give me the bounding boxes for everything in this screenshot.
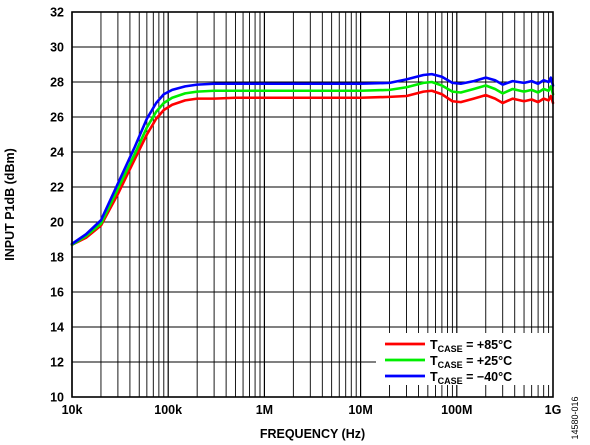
series-layer (70, 72, 555, 247)
y-tick-label: 24 (50, 146, 64, 160)
y-tick-label: 26 (50, 111, 64, 125)
y-tick-label: 22 (50, 181, 64, 195)
figure-id: 14580-016 (570, 396, 580, 439)
x-tick-label: 10M (348, 403, 372, 417)
y-tick-label: 14 (50, 321, 64, 335)
y-tick-label: 20 (50, 216, 64, 230)
y-tick-label: 32 (50, 6, 64, 20)
x-axis-title: FREQUENCY (Hz) (260, 427, 365, 441)
x-tick-label: 100k (154, 403, 182, 417)
x-tick-label: 100M (441, 403, 472, 417)
y-tick-label: 10 (50, 391, 64, 405)
y-axis-title: INPUT P1dB (dBm) (3, 148, 17, 261)
y-tick-label: 30 (50, 41, 64, 55)
series-line-0 (70, 89, 555, 247)
series-line-1 (70, 80, 555, 247)
legend-label-0: TCASE = +85°C (430, 338, 512, 354)
x-tick-label: 10k (62, 403, 83, 417)
y-tick-label: 28 (50, 76, 64, 90)
x-tick-label: 1G (545, 403, 562, 417)
x-tick-labels: 10k 100k 1M 10M 100M 1G (62, 403, 562, 417)
series-line-2 (70, 72, 555, 246)
y-tick-label: 18 (50, 251, 64, 265)
legend-label-2: TCASE = −40°C (430, 370, 512, 386)
y-tick-label: 12 (50, 356, 64, 370)
plot-frame (71, 11, 554, 398)
x-tick-label: 1M (256, 403, 273, 417)
y-tick-labels: 10 12 14 16 18 20 22 24 26 28 30 32 (50, 6, 64, 405)
y-tick-label: 16 (50, 286, 64, 300)
legend-label-1: TCASE = +25°C (430, 354, 512, 370)
